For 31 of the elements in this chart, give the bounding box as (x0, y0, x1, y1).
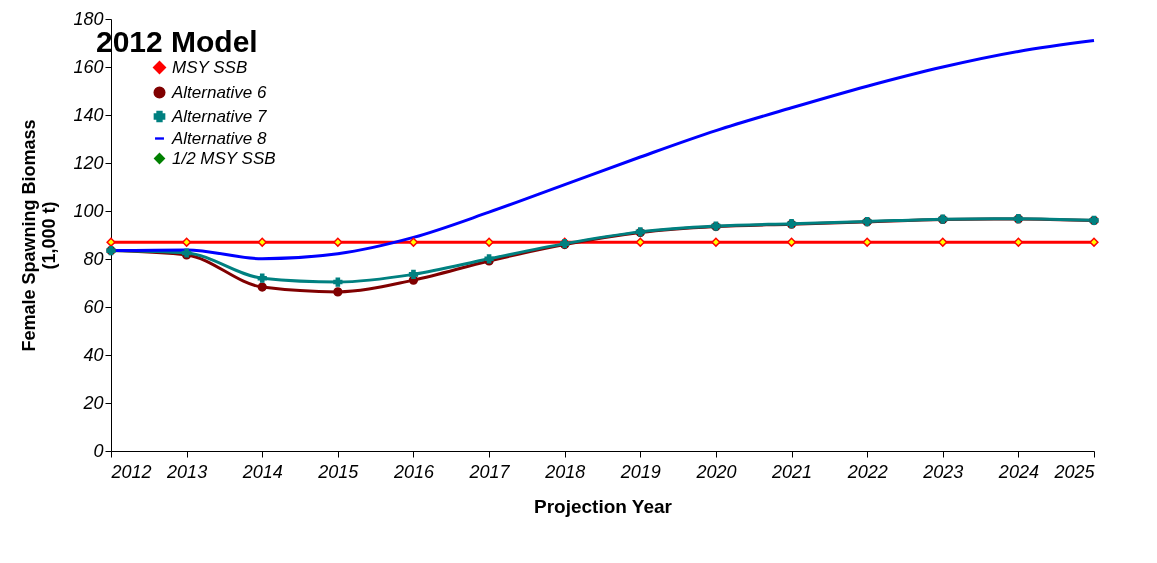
y-tick-label: 180 (73, 8, 104, 29)
y-tick-label: 60 (83, 296, 104, 317)
x-tick-label: 2025 (1053, 461, 1096, 482)
y-tick-label: 40 (83, 344, 104, 365)
y-tick-label: 0 (93, 440, 104, 461)
y-tick-label: 140 (73, 104, 104, 125)
x-tick-label: 2022 (846, 461, 888, 482)
x-tick-label: 2020 (695, 461, 737, 482)
y-tick-label: 120 (73, 152, 104, 173)
y-tick-label: 20 (82, 392, 104, 413)
y-tick-label: 100 (73, 200, 104, 221)
legend-label: Alternative 8 (171, 128, 268, 148)
x-tick-label: 2017 (468, 461, 511, 482)
x-tick-label: 2016 (392, 461, 435, 482)
y-tick-label: 160 (73, 56, 104, 77)
x-tick-label: 2015 (317, 461, 360, 482)
x-tick-label: 2013 (166, 461, 208, 482)
y-axis-title: Female Spawning Biomass (1,000 t) (19, 119, 60, 352)
x-tick-label: 2024 (997, 461, 1039, 482)
legend-label: MSY SSB (172, 57, 248, 77)
x-tick-label: 2019 (619, 461, 661, 482)
x-tick-label: 2018 (544, 461, 586, 482)
x-axis-title: Projection Year (534, 495, 673, 517)
x-tick-label: 2023 (922, 461, 964, 482)
x-tick-label: 2014 (241, 461, 283, 482)
x-tick-label: 2021 (771, 461, 813, 482)
y-tick-label: 80 (83, 248, 104, 269)
legend-label: 1/2 MSY SSB (172, 148, 276, 168)
x-tick-label: 2012 (110, 461, 152, 482)
legend-label: Alternative 7 (171, 106, 268, 126)
legend-label: Alternative 6 (171, 82, 268, 102)
